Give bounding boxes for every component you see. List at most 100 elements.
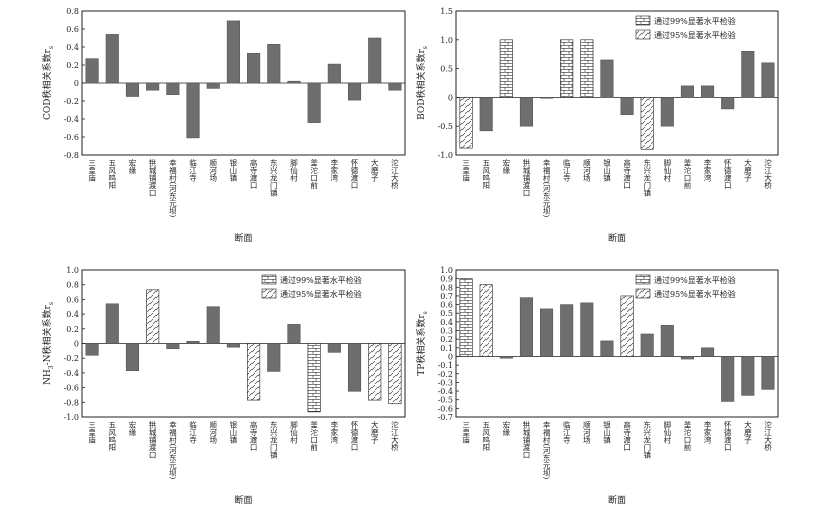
x-tick-label: 李家湾 [330, 420, 339, 445]
legend-swatch-95 [261, 288, 277, 299]
bar [307, 82, 321, 123]
y-tick-label: -0.6 [438, 404, 453, 413]
bar [287, 324, 301, 344]
bar [287, 80, 301, 84]
x-tick-label: 宏缘 [502, 158, 511, 175]
bar [186, 82, 200, 139]
x-tick-label: 东兴龙门镇 [269, 158, 278, 198]
y-tick-label: -0.5 [438, 396, 453, 405]
bar [459, 278, 473, 357]
y-tick-label: -1.0 [438, 151, 453, 160]
x-tick-label: 东兴龙门镇 [642, 158, 651, 198]
x-tick-label: 临江寺 [188, 420, 197, 444]
x-tick-label: 银山镇 [229, 421, 238, 445]
bar [206, 306, 220, 344]
bar [761, 62, 775, 98]
y-tick-label: 0.8 [440, 283, 453, 292]
bar [459, 97, 473, 149]
x-tick-label: 高寺渡口 [622, 158, 631, 190]
y-tick-label: 0.6 [440, 301, 453, 310]
x-tick-label: 沱江大桥 [763, 420, 772, 453]
bar [206, 82, 220, 89]
x-tick-label: 幸福村(河东元坝) [542, 421, 551, 480]
x-tick-label: 釜沱口前 [683, 158, 692, 191]
y-axis-title-sub: 3 [48, 365, 55, 369]
x-tick-label: 沱江大桥 [390, 158, 399, 191]
x-tick-label: 宏缘 [128, 158, 137, 175]
bar [680, 356, 694, 360]
x-tick-label: 五风鸣阳 [108, 159, 117, 190]
bar [761, 356, 775, 390]
chart-panel-4: 1.00.90.80.70.60.50.40.30.20.10-0.1-0.2-… [415, 266, 779, 506]
legend-swatch-99 [635, 274, 651, 285]
x-tick-label: 三皇庙 [461, 421, 470, 445]
bar [560, 39, 574, 98]
x-tick-label: 幸福村(河东元坝) [168, 159, 177, 218]
bar [105, 303, 119, 344]
bar [741, 356, 755, 396]
y-axis-title-rest: -N秩相关系数r [41, 304, 53, 365]
x-tick-label: 釜沱口前 [309, 158, 318, 191]
y-tick-label: -0.8 [64, 151, 79, 160]
x-tick-label: 宏缘 [502, 420, 511, 437]
x-tick-label: 宏缘 [128, 420, 137, 437]
y-axis-title: TP秩相关系数rs [415, 311, 429, 375]
bar [660, 97, 674, 127]
bar [600, 340, 614, 357]
x-tick-label: 釜沱口前 [309, 420, 318, 453]
y-tick-label: -0.2 [64, 97, 79, 106]
y-tick-label: 0.5 [440, 309, 453, 318]
x-tick-label: 五风鸣阳 [481, 421, 490, 452]
x-axis-title: 断面 [608, 232, 626, 244]
bar [125, 82, 140, 97]
y-tick-label: -0.7 [438, 413, 453, 422]
bar [499, 356, 513, 359]
x-axis-title: 断面 [608, 494, 626, 506]
y-tick-label: 0.6 [66, 295, 79, 304]
bar [166, 82, 180, 95]
x-tick-label: 临江寺 [562, 158, 571, 182]
bar [267, 43, 281, 84]
bar [186, 340, 200, 344]
y-tick-label: 0.9 [440, 275, 453, 284]
bar [347, 82, 362, 101]
bar [540, 308, 554, 357]
bar [388, 343, 402, 405]
bar [226, 343, 240, 348]
bar [540, 97, 554, 99]
bar [479, 284, 493, 357]
x-tick-label: 顺河场 [582, 159, 591, 183]
x-tick-label: 高寺渡口 [622, 420, 631, 452]
y-tick-label: -0.6 [64, 133, 79, 142]
y-tick-label: 0.2 [66, 61, 79, 70]
y-axis-title-main: COD秩相关系数r [41, 48, 53, 119]
y-tick-label: -0.5 [438, 122, 453, 131]
bar [519, 297, 533, 357]
bar [146, 82, 160, 91]
bar [660, 325, 674, 357]
x-tick-label: 顺河场 [208, 421, 217, 445]
bar [368, 343, 382, 401]
y-axis-title-sub: s [422, 311, 429, 314]
y-axis-title: COD秩相关系数rs [41, 46, 55, 120]
x-tick-label: 五风鸣阳 [481, 159, 490, 190]
bar [640, 97, 654, 150]
y-tick-label: 0 [448, 352, 453, 361]
y-tick-label: -0.6 [64, 384, 79, 393]
chart-panel-1: 0.8 0.6 0.4 0.2 0 -0.2 -0.4 -0.6 -0.8 三皇庙 五风鸣阳 宏缘 拱城… [41, 7, 406, 244]
chart-panel-3: 1.0 0.8 0.6 0.4 0.2 0 -0.2 -0.4 -0.6 -0.8 -1.0 三皇庙 五… [41, 266, 406, 506]
y-tick-label: -0.1 [438, 361, 453, 370]
x-tick-label: 三皇庙 [461, 159, 470, 183]
bar [247, 343, 261, 401]
legend-label-95: 通过95%显著水平检验 [280, 289, 362, 299]
y-tick-label: 0.4 [440, 318, 453, 327]
x-tick-label: 脚仙村 [289, 420, 298, 444]
y-tick-label: 0.3 [440, 327, 453, 336]
x-tick-label: 怀德渡口 [723, 158, 732, 190]
x-tick-label: 怀德渡口 [350, 420, 359, 452]
bar [327, 343, 341, 353]
bar [267, 343, 281, 372]
x-tick-label: 拱城铺渡口 [148, 158, 157, 197]
bar [499, 39, 513, 98]
legend-label-95: 通过95%显著水平检验 [654, 289, 736, 299]
